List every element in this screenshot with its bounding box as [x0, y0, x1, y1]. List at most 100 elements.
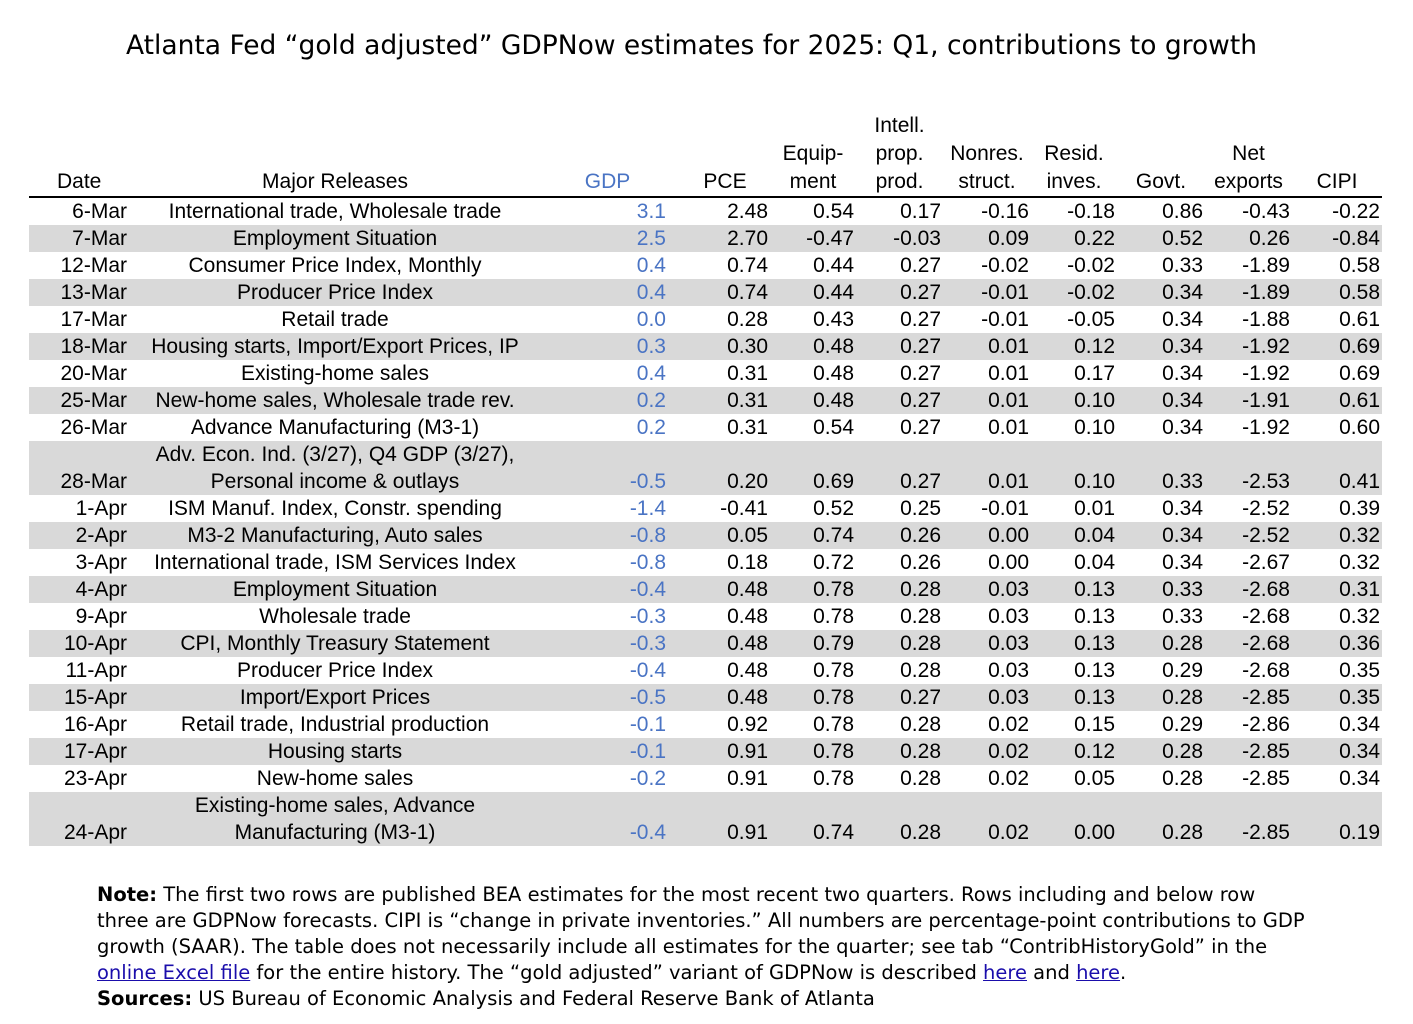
- table-row: 1-Apr ISM Manuf. Index, Constr. spending -…: [29, 495, 1382, 522]
- page-title: Atlanta Fed “gold adjusted” GDPNow estim…: [125, 30, 1258, 61]
- cipi-cell: 0.35: [1339, 659, 1380, 682]
- net-exports-cell: -2.67: [1242, 551, 1290, 574]
- table-row: 26-Mar Advance Manufacturing (M3-1) 0.2 0.3…: [29, 414, 1382, 441]
- table-row: 17-Apr Housing starts -0.1 0.91 0.78 0.28 0.02…: [29, 738, 1382, 765]
- gdp-cell: 0.3: [535, 333, 680, 360]
- equipment-cell: 0.78: [770, 576, 856, 603]
- intellectual-property-cell: 0.27: [900, 416, 941, 439]
- net-exports-cell: -2.85: [1205, 738, 1292, 765]
- pce-cell: 0.28: [727, 308, 768, 331]
- net-exports-cell: -1.92: [1205, 333, 1292, 360]
- table-row: 7-Mar Employment Situation 2.5 2.70 -0.47 -0.…: [29, 225, 1382, 252]
- intellectual-property-cell: 0.28: [900, 605, 941, 628]
- table-row: 24-Apr Existing-home sales, Advance Manufa…: [29, 792, 1382, 846]
- release-cell: CPI, Monthly Treasury Statement: [135, 630, 535, 657]
- cipi-cell: 0.58: [1339, 254, 1380, 277]
- release-cell: Advance Manufacturing (M3-1): [190, 416, 480, 439]
- pce-cell: 0.30: [680, 333, 770, 360]
- table-row: 17-Mar Retail trade 0.0 0.28 0.43 0.27 -0.01 -0…: [29, 306, 1382, 333]
- equipment-cell: 0.74: [770, 522, 856, 549]
- residential-investment-cell: -0.18: [1067, 200, 1115, 223]
- intellectual-property-cell: 0.26: [900, 551, 941, 574]
- government-cell: 0.33: [1117, 441, 1205, 495]
- release-cell: Retail trade: [281, 308, 389, 331]
- equipment-cell: 0.54: [813, 416, 854, 439]
- gdp-cell: -0.4: [535, 792, 680, 846]
- table-row: 25-Mar New-home sales, Wholesale trade re…: [29, 387, 1382, 414]
- header-major-releases: Major Releases: [262, 170, 408, 193]
- intellectual-property-cell: 0.27: [900, 362, 941, 385]
- release-cell: Retail trade, Industrial production: [180, 713, 490, 736]
- government-cell: 0.28: [1117, 684, 1205, 711]
- nonres-structures-cell: -0.01: [981, 497, 1029, 520]
- equipment-cell: 0.43: [813, 308, 854, 331]
- release-cell: Adv. Econ. Ind. (3/27), Q4 GDP (3/27), Pe…: [135, 441, 535, 495]
- intellectual-property-cell: 0.27: [856, 333, 943, 360]
- cipi-cell: 0.32: [1339, 551, 1380, 574]
- government-cell: 0.28: [1162, 767, 1203, 790]
- release-cell: Existing-home sales, Advance Manufacturin…: [135, 792, 535, 846]
- here-link-1[interactable]: here: [983, 961, 1027, 984]
- table-row: 13-Mar Producer Price Index 0.4 0.74 0.44 0.2…: [29, 279, 1382, 306]
- equipment-cell: 0.72: [813, 551, 854, 574]
- residential-investment-cell: 0.10: [1031, 441, 1117, 495]
- net-exports-cell: -2.68: [1205, 630, 1292, 657]
- government-cell: 0.34: [1162, 308, 1203, 331]
- residential-investment-cell: 0.00: [1031, 792, 1117, 846]
- date-cell: 11-Apr: [65, 659, 127, 682]
- date-cell: 23-Apr: [63, 767, 127, 790]
- pce-cell: 0.31: [727, 362, 768, 385]
- intellectual-property-cell: 0.27: [856, 684, 943, 711]
- date-cell: 4-Apr: [29, 576, 135, 603]
- nonres-structures-cell: 0.01: [943, 387, 1031, 414]
- pce-cell: 0.74: [727, 254, 768, 277]
- intellectual-property-cell: 0.27: [856, 387, 943, 414]
- date-cell: 16-Apr: [63, 713, 127, 736]
- residential-investment-cell: 0.13: [1074, 659, 1115, 682]
- equipment-cell: 0.54: [813, 200, 854, 223]
- gdp-cell: -0.5: [535, 684, 680, 711]
- gdp-cell: 0.0: [636, 308, 666, 331]
- gdp-cell: -0.5: [535, 441, 680, 495]
- header-gdp: GDP: [584, 170, 631, 193]
- intellectual-property-cell: 0.28: [900, 713, 941, 736]
- release-cell: Housing starts, Import/Export Prices, IP: [135, 333, 535, 360]
- government-cell: 0.34: [1117, 387, 1205, 414]
- note-label: Note:: [97, 883, 158, 906]
- residential-investment-cell: -0.02: [1031, 279, 1117, 306]
- intellectual-property-cell: -0.03: [856, 225, 943, 252]
- nonres-structures-cell: -0.16: [981, 200, 1029, 223]
- pce-cell: 0.91: [727, 767, 768, 790]
- nonres-structures-cell: 0.00: [943, 522, 1031, 549]
- net-exports-cell: -2.53: [1205, 441, 1292, 495]
- online-excel-file-link[interactable]: online Excel file: [97, 961, 251, 984]
- release-cell: International trade, Wholesale trade: [168, 200, 502, 223]
- release-cell: New-home sales, Wholesale trade rev.: [135, 387, 535, 414]
- cipi-cell: 0.19: [1292, 792, 1382, 846]
- table-row: 20-Mar Existing-home sales 0.4 0.31 0.48 0.27…: [29, 360, 1382, 387]
- cipi-cell: 0.60: [1339, 416, 1380, 439]
- nonres-structures-cell: 0.03: [943, 576, 1031, 603]
- equipment-cell: 0.78: [813, 767, 854, 790]
- date-cell: 17-Apr: [29, 738, 135, 765]
- government-cell: 0.28: [1117, 738, 1205, 765]
- intellectual-property-cell: 0.27: [900, 308, 941, 331]
- nonres-structures-cell: -0.02: [981, 254, 1029, 277]
- government-cell: 0.52: [1117, 225, 1205, 252]
- date-cell: 28-Mar: [29, 441, 135, 495]
- nonres-structures-cell: 0.02: [943, 792, 1031, 846]
- intellectual-property-cell: 0.28: [856, 576, 943, 603]
- release-cell: Housing starts: [135, 738, 535, 765]
- nonres-structures-cell: 0.02: [988, 713, 1029, 736]
- header-residential-investment: Resid. inves.: [1044, 142, 1104, 193]
- residential-investment-cell: 0.12: [1031, 738, 1117, 765]
- cipi-cell: 0.31: [1292, 576, 1382, 603]
- nonres-structures-cell: 0.00: [988, 551, 1029, 574]
- cipi-cell: 0.36: [1292, 630, 1382, 657]
- date-cell: 9-Apr: [75, 605, 127, 628]
- government-cell: 0.33: [1162, 605, 1203, 628]
- table-row: 23-Apr New-home sales -0.2 0.91 0.78 0.28 0.02…: [29, 765, 1382, 792]
- net-exports-cell: -2.68: [1242, 605, 1290, 628]
- cipi-cell: 0.32: [1339, 605, 1380, 628]
- here-link-2[interactable]: here: [1076, 961, 1121, 984]
